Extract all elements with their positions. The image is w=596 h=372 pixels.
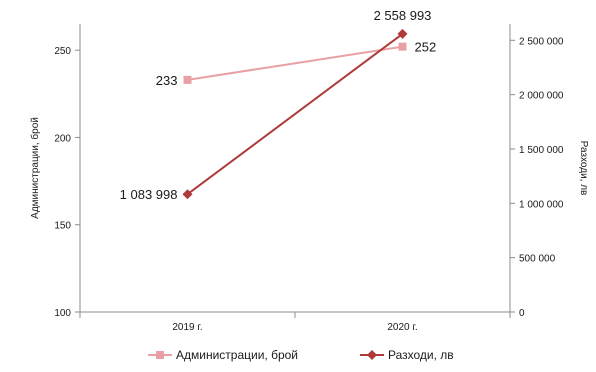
left-axis-title: Администрации, брой <box>29 117 41 219</box>
data-label-administrations: 252 <box>415 40 437 55</box>
x-axis-tick-label: 2019 г. <box>172 322 202 333</box>
left-axis-tick-label: 100 <box>54 308 71 319</box>
legend-marker-expenses <box>367 350 377 360</box>
x-axis-tick-label: 2020 г. <box>387 322 417 333</box>
left-axis-tick-label: 200 <box>54 133 71 144</box>
right-axis-tick-label: 1 500 000 <box>519 145 564 156</box>
left-axis-ticks: 100 150 200 250 <box>54 46 80 319</box>
data-point-expenses <box>397 28 408 39</box>
data-label-expenses: 2 558 993 <box>374 8 432 23</box>
legend-marker-administrations <box>156 351 164 359</box>
legend: Администрации, брой Разходи, лв <box>148 348 454 362</box>
x-axis-tick-labels: 2019 г. 2020 г. <box>172 322 417 333</box>
left-axis-tick-label: 150 <box>54 221 71 232</box>
data-labels-layer: 233 252 1 083 998 2 558 993 <box>120 8 437 202</box>
series-line-expenses <box>186 33 404 195</box>
data-label-expenses: 1 083 998 <box>120 187 178 202</box>
legend-item-administrations: Администрации, брой <box>148 348 298 362</box>
right-axis-tick-label: 2 000 000 <box>519 91 564 102</box>
right-axis-ticks: 0 500 000 1 000 000 1 500 000 2 000 000 2 500… <box>510 36 564 319</box>
right-axis-tick-label: 500 000 <box>519 254 556 265</box>
data-label-administrations: 233 <box>156 73 178 88</box>
data-point-administrations <box>183 75 192 84</box>
series-line-administrations <box>187 45 403 81</box>
left-axis-tick-label: 250 <box>54 46 71 57</box>
series-layer <box>182 28 408 200</box>
right-axis-title: Разходи, лв <box>578 141 589 196</box>
data-point-expenses <box>182 189 193 200</box>
legend-item-expenses: Разходи, лв <box>360 348 454 362</box>
legend-label-administrations: Администрации, брой <box>176 348 298 362</box>
right-axis-tick-label: 0 <box>519 308 525 319</box>
data-point-administrations <box>398 42 407 51</box>
right-axis-tick-label: 2 500 000 <box>519 36 564 47</box>
legend-label-expenses: Разходи, лв <box>388 348 454 362</box>
right-axis-tick-label: 1 000 000 <box>519 199 564 210</box>
